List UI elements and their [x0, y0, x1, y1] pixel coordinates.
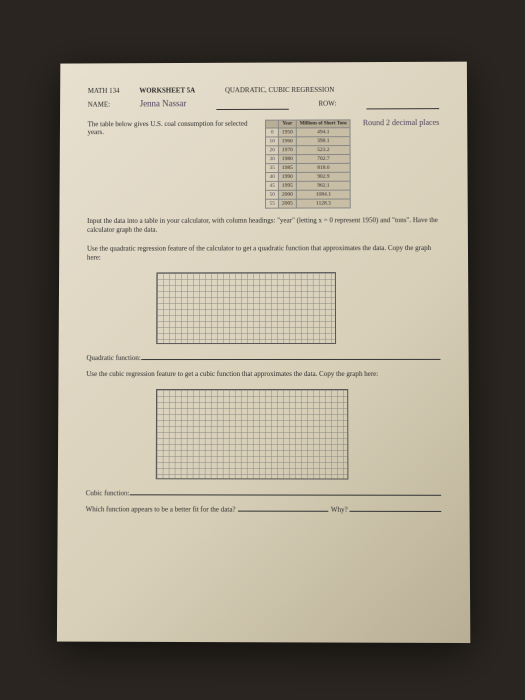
quadratic-underline	[140, 359, 440, 360]
worksheet-title: QUADRATIC, CUBIC REGRESSION	[224, 86, 333, 94]
table-row: 201970523.2	[265, 146, 350, 155]
cubic-instruction: Use the cubic regression feature to get …	[86, 370, 440, 379]
table-area: The table below gives U.S. coal consumpt…	[87, 119, 439, 209]
col-x-header	[265, 120, 277, 128]
course-code: MATH 134	[87, 87, 119, 95]
row-underline	[366, 99, 439, 109]
table-row: 301980702.7	[265, 154, 350, 163]
header-row: MATH 134 WORKSHEET 5A QUADRATIC, CUBIC R…	[87, 85, 438, 94]
row-label: ROW:	[318, 100, 336, 110]
table-row: 101960398.1	[265, 137, 349, 146]
name-underline	[216, 100, 289, 110]
col-year-header: Year	[278, 120, 296, 128]
table-row: 5520051128.3	[265, 199, 350, 208]
final-q-text: Which function appears to be a better fi…	[85, 506, 235, 514]
name-row: NAME: Jenna Nassar ROW:	[87, 99, 438, 110]
cubic-underline	[129, 495, 441, 496]
quadratic-instruction: Use the quadratic regression feature of …	[86, 244, 439, 263]
cubic-graph-grid	[155, 389, 348, 480]
input-instruction: Input the data into a table in your calc…	[87, 216, 440, 235]
final-underline-2	[349, 511, 441, 512]
name-label: NAME:	[87, 101, 109, 111]
quadratic-function-line: Quadratic function:	[86, 354, 440, 362]
coal-data-table: Year Millions of Short Tons 01950494.1 1…	[265, 119, 351, 208]
why-label: Why?	[330, 506, 347, 514]
final-question: Which function appears to be a better fi…	[85, 506, 441, 515]
cubic-function-line: Cubic function:	[85, 490, 440, 499]
table-row: 351985818.0	[265, 163, 350, 172]
cubic-label: Cubic function:	[85, 490, 129, 498]
table-row: 5020001084.1	[265, 190, 350, 199]
worksheet-number: WORKSHEET 5A	[139, 87, 195, 95]
col-tons-header: Millions of Short Tons	[296, 120, 350, 128]
table-intro-text: The table below gives U.S. coal consumpt…	[87, 120, 257, 136]
final-underline-1	[237, 511, 328, 512]
quadratic-label: Quadratic function:	[86, 354, 140, 362]
worksheet-page: MATH 134 WORKSHEET 5A QUADRATIC, CUBIC R…	[56, 62, 469, 643]
table-row: 451995962.1	[265, 181, 350, 190]
student-name: Jenna Nassar	[139, 98, 186, 108]
handwritten-note: Round 2 decimal places	[362, 119, 438, 128]
quadratic-graph-grid	[156, 272, 336, 344]
table-row: 01950494.1	[265, 128, 349, 137]
table-row: 401990902.9	[265, 172, 350, 181]
